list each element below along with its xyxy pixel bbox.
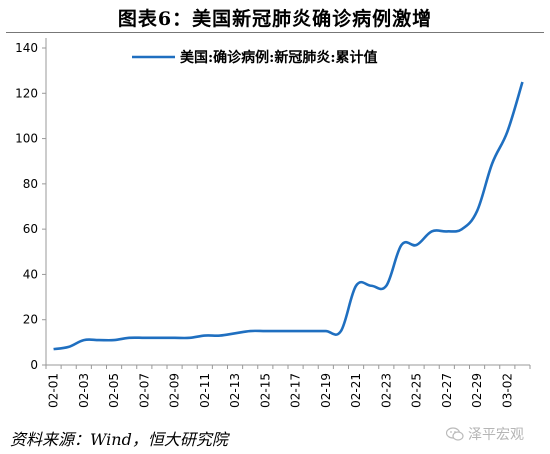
x-tick-label: 02-29 (470, 373, 484, 408)
watermark-text: 泽平宏观 (468, 427, 524, 443)
x-tick-label: 02-27 (440, 373, 454, 408)
x-tick-label: 02-07 (137, 373, 151, 408)
y-tick-label: 140 (15, 41, 38, 55)
source-note: 资料来源：Wind，恒大研究院 (10, 430, 228, 449)
x-tick-label: 02-13 (228, 373, 242, 408)
y-tick-label: 60 (23, 222, 38, 236)
series-line (53, 81, 524, 351)
x-axis-ticks: 02-01 02-03 02-05 02-07 02-09 02-11 02-13 02-15… (45, 365, 531, 408)
y-axis-ticks: 0 20 40 60 80 100 120 140 (15, 41, 46, 372)
y-tick-label: 80 (23, 177, 38, 191)
y-tick-label: 0 (30, 358, 38, 372)
wechat-icon (446, 427, 464, 441)
page-title: 图表6：美国新冠肺炎确诊病例激增 (117, 8, 433, 30)
chart-series (53, 81, 524, 351)
x-tick-label: 02-15 (258, 373, 272, 408)
legend-label: 美国:确诊病例:新冠肺炎:累计值 (180, 49, 378, 66)
x-tick-label: 02-09 (168, 373, 182, 408)
x-tick-label: 02-11 (198, 373, 212, 408)
y-tick-label: 40 (23, 267, 38, 281)
y-tick-label: 20 (23, 313, 38, 327)
watermark: 泽平宏观 (446, 424, 524, 444)
x-tick-label: 02-03 (77, 373, 91, 408)
x-tick-label: 02-01 (47, 373, 61, 408)
x-tick-label: 02-21 (349, 373, 363, 408)
x-tick-label: 02-19 (319, 373, 333, 408)
chart-axes (45, 38, 530, 366)
x-tick-label: 02-23 (379, 373, 393, 408)
x-tick-label: 03-02 (500, 373, 514, 408)
x-tick-label: 02-25 (410, 373, 424, 408)
y-tick-label: 120 (15, 86, 38, 100)
title-divider (6, 32, 544, 33)
chart-legend: 美国:确诊病例:新冠肺炎:累计值 (132, 49, 378, 66)
x-tick-label: 02-17 (289, 373, 303, 408)
y-tick-label: 100 (15, 132, 38, 146)
x-tick-label: 02-05 (107, 373, 121, 408)
